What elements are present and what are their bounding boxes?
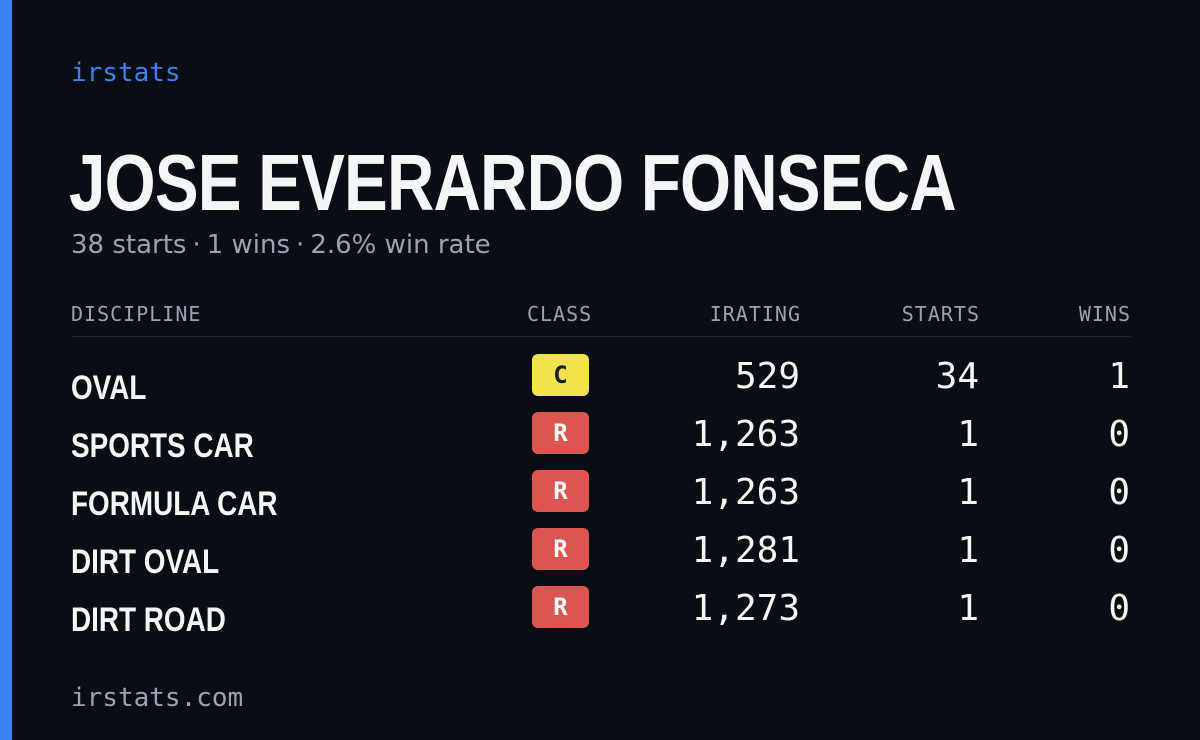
row-irating: 1,273 <box>691 588 800 629</box>
class-badge: C <box>532 354 589 396</box>
row-irating: 1,263 <box>691 414 800 455</box>
header-starts: STARTS <box>901 302 980 326</box>
table-row: SPORTS CAR R 1,263 1 0 <box>71 412 1131 470</box>
row-discipline: OVAL <box>71 369 147 407</box>
header-discipline: DISCIPLINE <box>71 302 202 326</box>
stats-table: DISCIPLINE CLASS IRATING STARTS WINS OVA… <box>71 296 1131 639</box>
row-wins: 1 <box>1108 356 1130 397</box>
summary-win-rate: 2.6% win rate <box>310 230 491 260</box>
table-row: OVAL C 529 34 1 <box>71 354 1131 412</box>
row-starts: 1 <box>957 588 979 629</box>
row-discipline: FORMULA CAR <box>71 485 278 523</box>
driver-name: JOSE EVERARDO FONSECA <box>69 138 957 227</box>
row-irating: 1,263 <box>691 472 800 513</box>
row-irating: 1,281 <box>691 530 800 571</box>
driver-summary: 38 starts · 1 wins · 2.6% win rate <box>71 228 491 262</box>
row-discipline: DIRT ROAD <box>71 601 226 639</box>
row-irating: 529 <box>734 356 800 397</box>
class-badge: R <box>532 528 589 570</box>
brand-logo[interactable]: irstats <box>71 58 181 88</box>
header-class: CLASS <box>527 302 593 326</box>
row-wins: 0 <box>1108 414 1130 455</box>
accent-bar <box>0 0 12 740</box>
summary-starts: 38 starts <box>71 230 187 260</box>
footer-url[interactable]: irstats.com <box>71 683 244 713</box>
row-wins: 0 <box>1108 588 1130 629</box>
row-starts: 1 <box>957 472 979 513</box>
header-irating: IRATING <box>709 302 801 326</box>
class-badge: R <box>532 586 589 628</box>
table-row: FORMULA CAR R 1,263 1 0 <box>71 470 1131 528</box>
class-badge: R <box>532 470 589 512</box>
row-starts: 34 <box>935 356 979 397</box>
row-discipline: DIRT OVAL <box>71 543 220 581</box>
table-header: DISCIPLINE CLASS IRATING STARTS WINS <box>71 296 1131 337</box>
summary-wins: 1 wins <box>206 230 291 260</box>
summary-separator: · <box>296 230 305 260</box>
row-wins: 0 <box>1108 472 1130 513</box>
summary-separator: · <box>192 230 201 260</box>
class-badge: R <box>532 412 589 454</box>
table-row: DIRT ROAD R 1,273 1 0 <box>71 586 1131 644</box>
row-starts: 1 <box>957 414 979 455</box>
row-wins: 0 <box>1108 530 1130 571</box>
row-starts: 1 <box>957 530 979 571</box>
table-row: DIRT OVAL R 1,281 1 0 <box>71 528 1131 586</box>
header-wins: WINS <box>1078 302 1131 326</box>
row-discipline: SPORTS CAR <box>71 427 254 465</box>
